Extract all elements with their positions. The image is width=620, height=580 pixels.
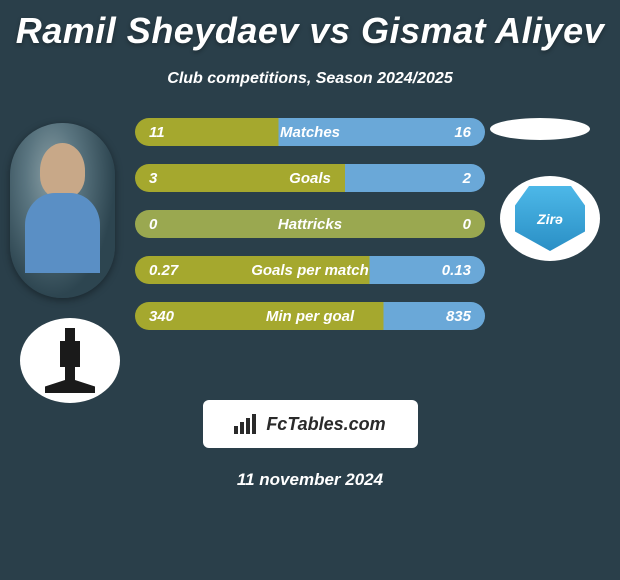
stat-label: Hattricks (185, 216, 435, 233)
stat-value-right: 0 (435, 216, 485, 233)
subtitle: Club competitions, Season 2024/2025 (0, 70, 620, 88)
stat-row: 11Matches16 (135, 118, 485, 146)
page-title: Ramil Sheydaev vs Gismat Aliyev (0, 0, 620, 52)
chart-icon (234, 414, 260, 434)
stat-label: Goals per match (185, 262, 435, 279)
badge-text: FcTables.com (266, 414, 385, 435)
stat-value-left: 0 (135, 216, 185, 233)
site-badge: FcTables.com (203, 400, 418, 448)
stat-label: Goals (185, 170, 435, 187)
player1-photo (10, 123, 115, 298)
comparison-content: 11Matches16 3Goals2 0Hattricks0 0.27Goals p… (0, 118, 620, 490)
stat-value-left: 0.27 (135, 262, 185, 279)
stat-row: 340Min per goal835 (135, 302, 485, 330)
stat-value-right: 16 (435, 124, 485, 141)
stat-value-right: 835 (435, 308, 485, 325)
player2-club-logo (500, 176, 600, 261)
stat-value-left: 11 (135, 124, 185, 141)
stat-row: 0.27Goals per match0.13 (135, 256, 485, 284)
stat-row: 0Hattricks0 (135, 210, 485, 238)
stat-value-right: 0.13 (435, 262, 485, 279)
stat-value-left: 340 (135, 308, 185, 325)
stat-label: Min per goal (185, 308, 435, 325)
stats-container: 11Matches16 3Goals2 0Hattricks0 0.27Goals p… (135, 118, 485, 330)
player2-photo-placeholder (490, 118, 590, 140)
stat-value-right: 2 (435, 170, 485, 187)
player1-club-logo (20, 318, 120, 403)
stat-label: Matches (185, 124, 435, 141)
stat-value-left: 3 (135, 170, 185, 187)
date-label: 11 november 2024 (0, 470, 620, 490)
stat-row: 3Goals2 (135, 164, 485, 192)
